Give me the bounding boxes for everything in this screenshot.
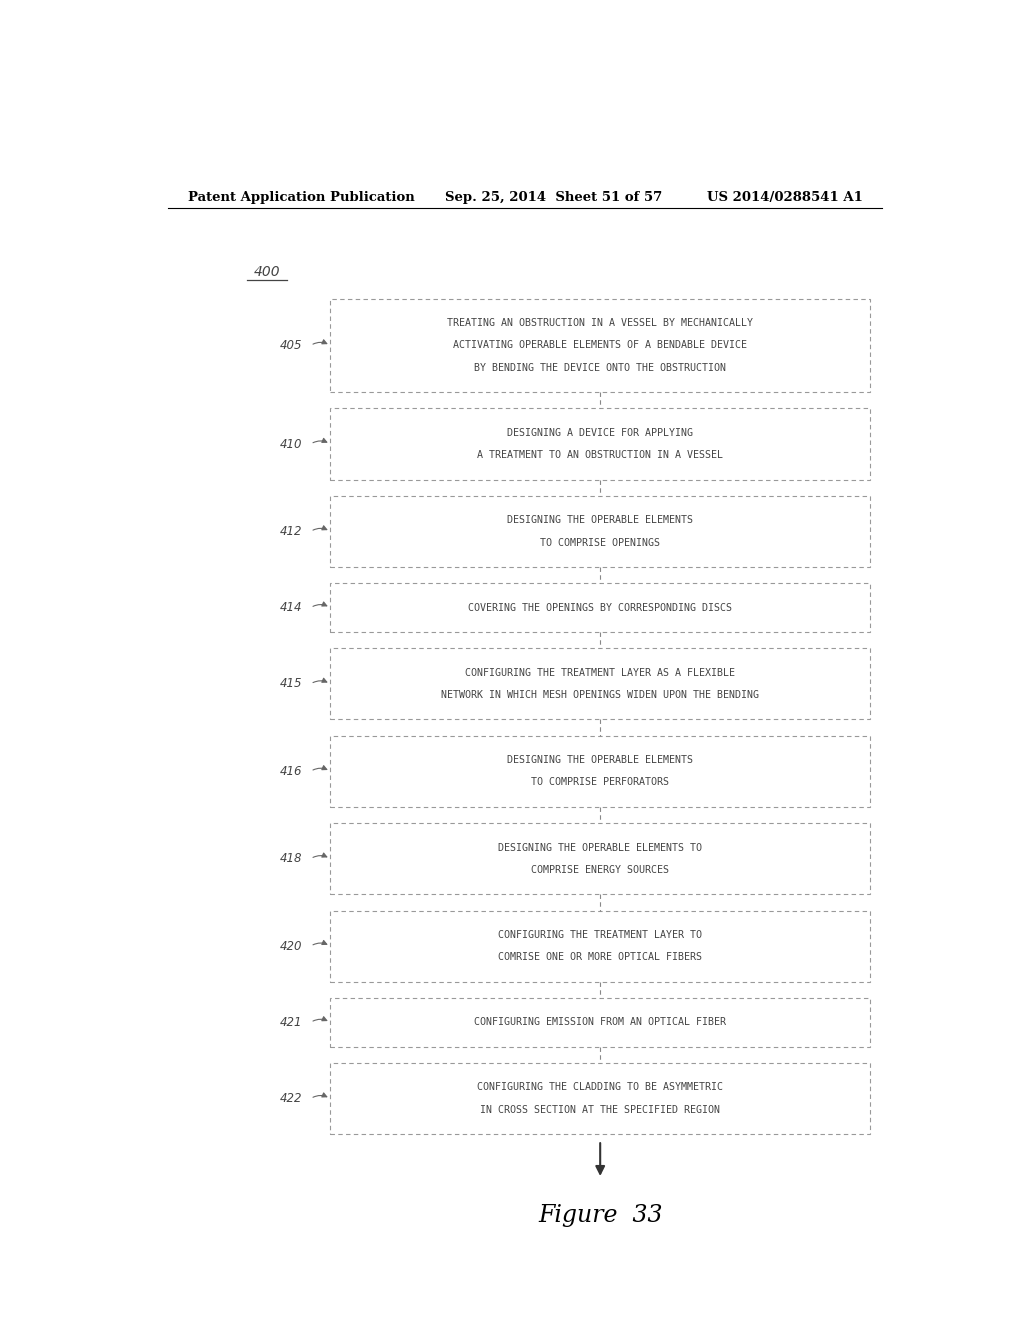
Bar	[331, 408, 870, 479]
Text: 422: 422	[281, 1092, 303, 1105]
Bar	[331, 998, 870, 1047]
Bar	[331, 583, 870, 632]
Text: BY BENDING THE DEVICE ONTO THE OBSTRUCTION: BY BENDING THE DEVICE ONTO THE OBSTRUCTI…	[474, 363, 726, 372]
Text: 405: 405	[281, 339, 303, 352]
Text: NETWORK IN WHICH MESH OPENINGS WIDEN UPON THE BENDING: NETWORK IN WHICH MESH OPENINGS WIDEN UPO…	[441, 690, 759, 700]
Bar	[331, 735, 870, 807]
Text: 414: 414	[281, 601, 303, 614]
Text: CONFIGURING THE CLADDING TO BE ASYMMETRIC: CONFIGURING THE CLADDING TO BE ASYMMETRI…	[477, 1082, 723, 1093]
Bar	[331, 298, 870, 392]
Text: DESIGNING THE OPERABLE ELEMENTS: DESIGNING THE OPERABLE ELEMENTS	[507, 515, 693, 525]
Text: IN CROSS SECTION AT THE SPECIFIED REGION: IN CROSS SECTION AT THE SPECIFIED REGION	[480, 1105, 720, 1115]
Text: COMRISE ONE OR MORE OPTICAL FIBERS: COMRISE ONE OR MORE OPTICAL FIBERS	[499, 952, 702, 962]
Text: DESIGNING THE OPERABLE ELEMENTS: DESIGNING THE OPERABLE ELEMENTS	[507, 755, 693, 766]
Text: 412: 412	[281, 525, 303, 539]
Bar	[331, 824, 870, 894]
Bar	[331, 496, 870, 568]
Text: ACTIVATING OPERABLE ELEMENTS OF A BENDABLE DEVICE: ACTIVATING OPERABLE ELEMENTS OF A BENDAB…	[454, 341, 748, 350]
Text: Patent Application Publication: Patent Application Publication	[187, 190, 415, 203]
Text: 420: 420	[281, 940, 303, 953]
Text: COMPRISE ENERGY SOURCES: COMPRISE ENERGY SOURCES	[531, 865, 670, 875]
Text: 415: 415	[281, 677, 303, 690]
Text: CONFIGURING THE TREATMENT LAYER TO: CONFIGURING THE TREATMENT LAYER TO	[499, 929, 702, 940]
Text: 416: 416	[281, 764, 303, 777]
Text: 421: 421	[281, 1016, 303, 1028]
Text: COVERING THE OPENINGS BY CORRESPONDING DISCS: COVERING THE OPENINGS BY CORRESPONDING D…	[468, 603, 732, 612]
Text: DESIGNING THE OPERABLE ELEMENTS TO: DESIGNING THE OPERABLE ELEMENTS TO	[499, 842, 702, 853]
Text: 418: 418	[281, 853, 303, 865]
Bar	[331, 648, 870, 719]
Bar	[331, 1063, 870, 1134]
Text: A TREATMENT TO AN OBSTRUCTION IN A VESSEL: A TREATMENT TO AN OBSTRUCTION IN A VESSE…	[477, 450, 723, 461]
Text: CONFIGURING EMISSION FROM AN OPTICAL FIBER: CONFIGURING EMISSION FROM AN OPTICAL FIB…	[474, 1018, 726, 1027]
Text: Figure  33: Figure 33	[538, 1204, 663, 1228]
Text: 400: 400	[254, 265, 281, 280]
Text: Sep. 25, 2014  Sheet 51 of 57: Sep. 25, 2014 Sheet 51 of 57	[445, 190, 663, 203]
Text: TREATING AN OBSTRUCTION IN A VESSEL BY MECHANICALLY: TREATING AN OBSTRUCTION IN A VESSEL BY M…	[447, 318, 754, 329]
Text: DESIGNING A DEVICE FOR APPLYING: DESIGNING A DEVICE FOR APPLYING	[507, 428, 693, 438]
Text: 410: 410	[281, 437, 303, 450]
Text: US 2014/0288541 A1: US 2014/0288541 A1	[708, 190, 863, 203]
Bar	[331, 911, 870, 982]
Text: CONFIGURING THE TREATMENT LAYER AS A FLEXIBLE: CONFIGURING THE TREATMENT LAYER AS A FLE…	[465, 668, 735, 677]
Text: TO COMPRISE OPENINGS: TO COMPRISE OPENINGS	[541, 537, 660, 548]
Text: TO COMPRISE PERFORATORS: TO COMPRISE PERFORATORS	[531, 777, 670, 788]
